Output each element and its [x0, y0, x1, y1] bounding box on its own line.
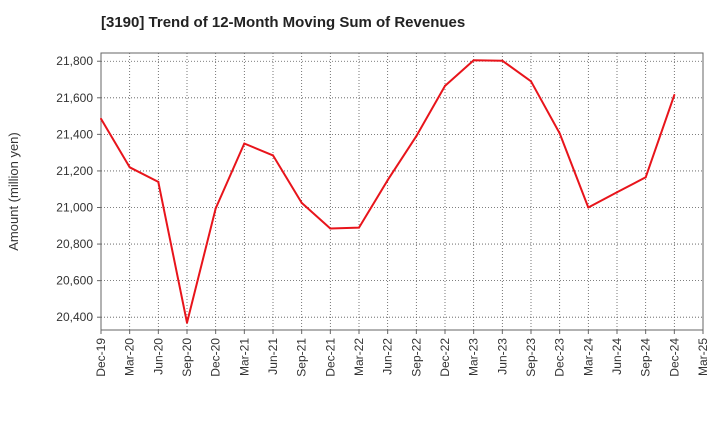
x-tick-label: Mar-20	[123, 338, 137, 376]
series-layer	[100, 59, 676, 324]
x-tick-label: Mar-22	[352, 338, 366, 376]
data-point	[386, 179, 389, 182]
data-point	[100, 117, 102, 120]
y-axis-ticks: 20,400 20,600 20,800 21,000 21,200 21,400 21,6…	[56, 54, 101, 324]
x-tick-label: Mar-21	[237, 338, 251, 376]
x-tick-label: Mar-25	[696, 338, 710, 376]
y-axis-title: Amount (million yen)	[6, 132, 21, 251]
x-tick-label: Dec-23	[553, 338, 567, 377]
data-point	[358, 226, 360, 229]
y-tick-label: 21,200	[56, 164, 93, 178]
x-tick-label: Sep-22	[409, 338, 423, 377]
x-tick-label: Dec-24	[667, 338, 681, 377]
x-tick-label: Jun-23	[495, 338, 509, 375]
data-point	[329, 227, 332, 230]
x-tick-label: Sep-21	[295, 338, 309, 377]
x-tick-label: Jun-24	[610, 338, 624, 375]
x-tick-label: Sep-23	[524, 338, 538, 377]
data-point	[128, 166, 131, 169]
data-point	[243, 142, 246, 145]
data-point	[530, 80, 532, 83]
x-tick-label: Mar-23	[467, 338, 481, 376]
data-point	[157, 180, 160, 183]
y-tick-label: 20,800	[56, 237, 93, 251]
data-point	[501, 59, 504, 62]
x-tick-label: Dec-19	[94, 338, 108, 377]
x-axis-ticks: Dec-19 Mar-20 Jun-20 Sep-20 Dec-20 Mar-21 Jun-…	[94, 330, 710, 377]
x-tick-label: Dec-20	[209, 338, 223, 377]
data-point	[616, 191, 618, 194]
y-tick-label: 21,400	[56, 127, 93, 141]
data-point	[644, 176, 647, 179]
x-tick-label: Jun-21	[266, 338, 280, 375]
data-point	[415, 135, 418, 138]
data-point	[558, 132, 561, 135]
data-point	[444, 84, 446, 87]
grid-layer	[101, 53, 703, 330]
data-point	[272, 154, 274, 157]
x-tick-label: Sep-20	[180, 338, 194, 377]
data-point	[673, 94, 676, 97]
x-tick-label: Dec-21	[323, 338, 337, 377]
y-tick-label: 21,600	[56, 91, 93, 105]
data-point	[214, 207, 217, 210]
plot-area	[100, 52, 704, 331]
data-point	[300, 201, 303, 204]
y-tick-label: 21,000	[56, 200, 93, 214]
y-tick-label: 20,400	[56, 310, 93, 324]
x-tick-label: Jun-22	[381, 338, 395, 375]
y-tick-label: 21,800	[56, 54, 93, 68]
y-tick-label: 20,600	[56, 274, 93, 288]
data-point	[587, 206, 590, 209]
x-tick-label: Sep-24	[639, 338, 653, 377]
data-point	[472, 59, 475, 62]
data-point	[186, 321, 188, 324]
x-tick-label: Jun-20	[151, 338, 165, 375]
x-tick-label: Dec-22	[438, 338, 452, 377]
chart-title: [3190] Trend of 12-Month Moving Sum of R…	[101, 14, 466, 31]
x-tick-label: Mar-24	[581, 338, 595, 376]
